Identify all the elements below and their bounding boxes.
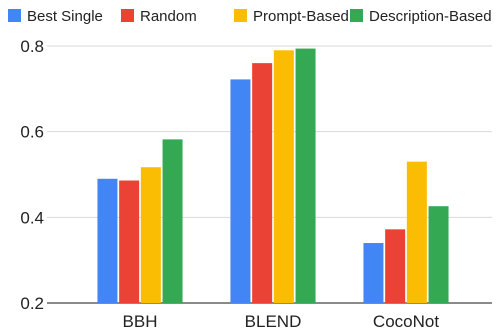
- y-tick-label: 0.4: [20, 208, 44, 227]
- legend: Best Single Random Prompt-Based Description…: [8, 8, 492, 25]
- legend-swatch: [350, 9, 363, 22]
- legend-label: Random: [140, 8, 197, 25]
- bar: [140, 167, 161, 303]
- x-category-label: BBH: [123, 312, 158, 331]
- bar: [428, 206, 449, 303]
- bar: [230, 79, 251, 303]
- x-axis-categories: BBH BLEND CocoNot: [123, 312, 440, 331]
- y-tick-label: 0.2: [20, 294, 44, 313]
- legend-label: Description-Based: [369, 8, 492, 25]
- legend-swatch: [121, 9, 134, 22]
- legend-item: Best Single: [8, 8, 103, 25]
- bar: [295, 48, 316, 303]
- legend-swatch: [234, 9, 247, 22]
- legend-label: Prompt-Based: [253, 8, 349, 25]
- legend-item: Prompt-Based: [234, 8, 349, 25]
- legend-item: Description-Based: [350, 8, 492, 25]
- y-axis-ticks: 0.2 0.4 0.6 0.8: [20, 37, 44, 313]
- legend-swatch: [8, 9, 21, 22]
- bar: [385, 229, 406, 303]
- legend-item: Random: [121, 8, 197, 25]
- bar: [119, 180, 140, 303]
- bar: [162, 139, 183, 303]
- bar: [406, 161, 427, 303]
- y-tick-label: 0.8: [20, 37, 44, 56]
- bar: [273, 50, 294, 304]
- bar: [363, 243, 384, 303]
- x-category-label: CocoNot: [373, 312, 439, 331]
- bar: [252, 63, 273, 304]
- bar: [97, 178, 118, 303]
- y-tick-label: 0.6: [20, 123, 44, 142]
- x-category-label: BLEND: [245, 312, 302, 331]
- bars: [97, 48, 449, 304]
- legend-label: Best Single: [27, 8, 103, 25]
